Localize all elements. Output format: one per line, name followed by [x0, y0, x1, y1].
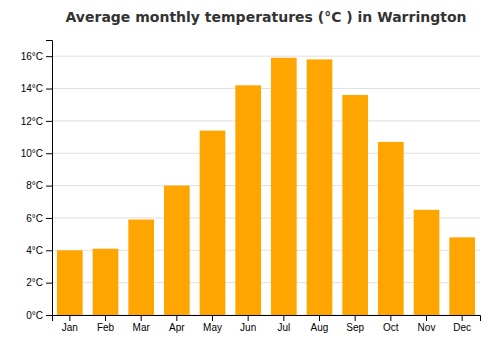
tick-mark [46, 89, 52, 90]
tick: Sep [346, 315, 364, 333]
grid-line [52, 153, 480, 154]
tick: 8°C [26, 180, 52, 191]
title: Average monthly temperatures (°C ) in Wa… [66, 9, 467, 25]
tick-label: Mar [133, 322, 151, 333]
tick: 12°C [21, 116, 52, 127]
x-axis: Jan Feb Mar Apr May Jun Jul Aug Sep Oct Nov Dec [53, 315, 481, 333]
bar [128, 220, 154, 315]
tick-label: 4°C [26, 245, 43, 256]
tick-mark [46, 250, 52, 251]
bar [449, 237, 475, 315]
plot: 0°C 2°C 4°C 6°C 8°C 10°C 12°C 14°C 16°C Jan Feb Mar… [21, 41, 481, 334]
tick-label: 10°C [21, 148, 43, 159]
tick-label: Aug [311, 322, 329, 333]
tick-label: 6°C [26, 213, 43, 224]
tick: Dec [453, 315, 471, 333]
tick: Apr [169, 315, 185, 333]
tick-mark [212, 315, 213, 321]
tick: Feb [97, 315, 115, 333]
tick-label: Dec [453, 322, 471, 333]
tick: Jan [62, 315, 78, 333]
tick: 10°C [21, 148, 52, 159]
tick-mark [426, 315, 427, 321]
bar [200, 131, 226, 315]
tick: Mar [133, 315, 151, 333]
tick-label: 16°C [21, 51, 43, 62]
tick-mark [176, 315, 177, 321]
bar [307, 59, 333, 315]
tick: 2°C [26, 277, 52, 288]
tick-label: 2°C [26, 277, 43, 288]
tick-mark [319, 315, 320, 321]
axis-line [53, 316, 481, 322]
tick: May [203, 315, 222, 333]
tick-label: 8°C [26, 180, 43, 191]
tick: Aug [311, 315, 329, 333]
tick-mark [105, 315, 106, 321]
tick-label: 0°C [26, 310, 43, 321]
tick: Jul [277, 315, 290, 333]
grid [52, 56, 480, 315]
tick-mark [46, 315, 52, 316]
tick-label: Sep [346, 322, 364, 333]
grid-line [52, 120, 480, 121]
tick-label: Apr [169, 322, 185, 333]
tick: 6°C [26, 213, 52, 224]
tick-mark [69, 315, 70, 321]
bar [378, 142, 404, 315]
tick: 4°C [26, 245, 52, 256]
tick: 0°C [26, 310, 52, 321]
y-axis: 0°C 2°C 4°C 6°C 8°C 10°C 12°C 14°C 16°C [21, 41, 53, 321]
axis-line [46, 41, 53, 316]
tick-mark [46, 121, 52, 122]
tick: 16°C [21, 51, 52, 62]
tick-mark [462, 315, 463, 321]
bar [271, 58, 297, 315]
tick-label: 14°C [21, 83, 43, 94]
tick-mark [46, 153, 52, 154]
grid-line [52, 56, 480, 57]
tick-mark [46, 218, 52, 219]
chart: 0°C 2°C 4°C 6°C 8°C 10°C 12°C 14°C 16°C Jan Feb Mar… [0, 0, 500, 350]
grid-line [52, 88, 480, 89]
grid-line [52, 185, 480, 186]
tick-label: Feb [97, 322, 115, 333]
tick-mark [248, 315, 249, 321]
tick-label: Jun [240, 322, 256, 333]
tick-mark [46, 283, 52, 284]
tick-label: Jul [277, 322, 290, 333]
bar [93, 249, 119, 315]
tick-label: Oct [383, 322, 399, 333]
tick-mark [46, 186, 52, 187]
tick-mark [390, 315, 391, 321]
tick: Nov [418, 315, 436, 333]
tick: Oct [383, 315, 399, 333]
tick-label: 12°C [21, 116, 43, 127]
tick: 14°C [21, 83, 52, 94]
tick-label: Nov [418, 322, 436, 333]
bar [414, 210, 440, 315]
bar [164, 186, 190, 315]
bar [57, 250, 83, 315]
tick: Jun [240, 315, 256, 333]
bar [342, 95, 368, 315]
tick-mark [46, 56, 52, 57]
tick-label: May [203, 322, 222, 333]
tick-mark [283, 315, 284, 321]
bar [235, 85, 261, 315]
bars [57, 58, 475, 315]
tick-mark [355, 315, 356, 321]
tick-mark [141, 315, 142, 321]
tick-label: Jan [62, 322, 78, 333]
